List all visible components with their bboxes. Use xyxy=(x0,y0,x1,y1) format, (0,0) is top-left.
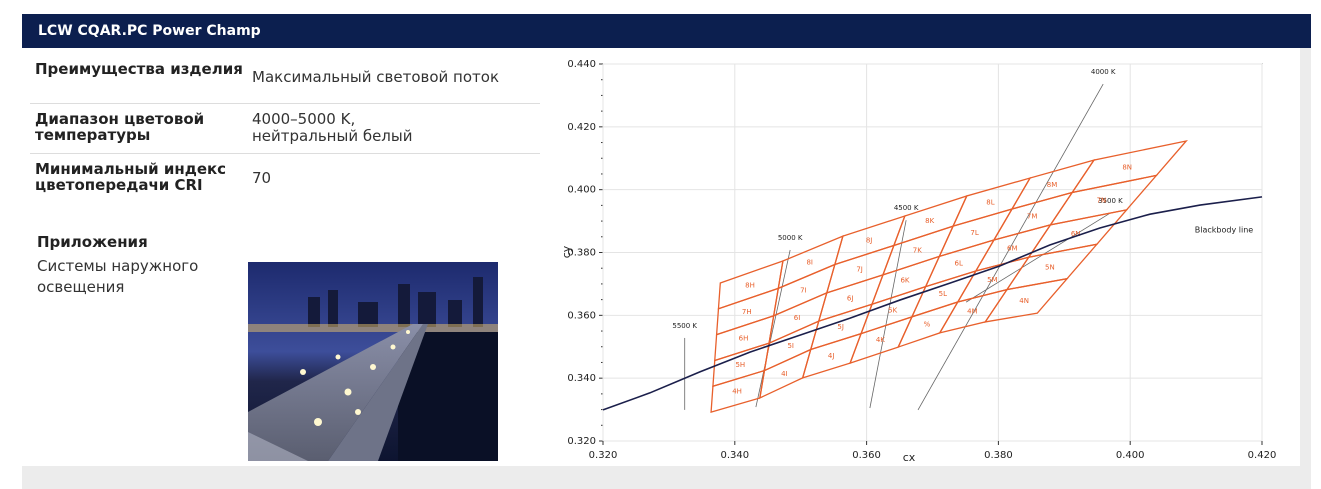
bin-label: 5H xyxy=(735,361,745,369)
bin-label: 8H xyxy=(745,281,755,289)
header-title: LCW CQAR.PC Power Champ xyxy=(38,23,261,39)
x-tick-label: 0.420 xyxy=(1248,450,1277,461)
isotherm-line xyxy=(965,212,1111,303)
spec-label: Преимущества изделия xyxy=(35,60,243,78)
x-tick-label: 0.340 xyxy=(720,450,749,461)
spec-label: Диапазон цветовой температуры xyxy=(35,110,205,144)
bin-label: 7N xyxy=(1097,197,1107,205)
x-tick-label: 0.400 xyxy=(1116,450,1145,461)
bin-label: 4N xyxy=(1019,297,1029,305)
x-tick-label: 0.380 xyxy=(984,450,1013,461)
y-tick-label: 0.340 xyxy=(567,373,596,384)
blackbody-label: Blackbody line xyxy=(1195,226,1253,235)
bin-label: 8M xyxy=(1047,181,1058,189)
x-tick-label: 0.320 xyxy=(589,450,618,461)
bin-label: 6H xyxy=(739,335,749,343)
y-tick-label: 0.320 xyxy=(567,436,596,447)
bin-label: 4M xyxy=(967,308,978,316)
bin-label: 7I xyxy=(800,286,807,294)
bin-label: 5J xyxy=(837,323,844,331)
bin-label: 5M xyxy=(987,276,998,284)
y-tick-label: 0.400 xyxy=(567,185,596,196)
isotherm-label: 4500 K xyxy=(894,204,919,212)
isotherm-line xyxy=(869,220,907,409)
applications-text: Системы наружного освещения xyxy=(37,257,199,296)
separator xyxy=(30,103,540,104)
y-tick-label: 0.360 xyxy=(567,310,596,321)
header-bar: LCW CQAR.PC Power Champ xyxy=(22,14,1311,48)
spec-value: Максимальный световой поток xyxy=(252,68,500,86)
x-tick-label: 0.360 xyxy=(852,450,881,461)
bin-label: 5K xyxy=(888,306,897,314)
bin-label: 5N xyxy=(1045,263,1055,271)
bin-label: 6K xyxy=(900,277,909,285)
bin-label: 7H xyxy=(742,308,752,316)
bin-label: 8K xyxy=(925,217,934,225)
bin-label: 8L xyxy=(986,198,994,206)
bin-label: 4J xyxy=(828,352,835,360)
bin-label: 7L xyxy=(970,229,978,237)
bin-label: 6L xyxy=(955,259,963,267)
side-strip xyxy=(1300,48,1311,466)
bin-label: 6M xyxy=(1007,244,1018,252)
isotherm-line xyxy=(755,249,791,408)
bin-label: 8N xyxy=(1122,163,1132,171)
photo xyxy=(248,262,498,461)
isotherm-line xyxy=(917,83,1104,411)
bin-label: 6J xyxy=(847,294,854,302)
y-tick-label: 0.420 xyxy=(567,122,596,133)
bin-label: 4I xyxy=(781,370,788,378)
bin-cell xyxy=(1070,139,1188,194)
spec-value: 70 xyxy=(252,169,272,187)
blackbody-line xyxy=(602,196,1263,411)
bin-label: 7M xyxy=(1027,213,1038,221)
bin-label: 8I xyxy=(806,259,813,267)
y-tick-label: 0.380 xyxy=(567,248,596,259)
bin-label: 4K xyxy=(876,336,885,344)
y-axis-label: cy xyxy=(560,245,573,258)
bin-label: 6N xyxy=(1071,230,1081,238)
bin-label: 5L xyxy=(939,290,947,298)
y-tick-label: 0.440 xyxy=(567,59,596,70)
applications-title: Приложения xyxy=(37,233,148,251)
spec-value: 4000–5000 K, нейтральный белый xyxy=(252,110,413,145)
bin-label: 4H xyxy=(732,388,742,396)
bin-label: 6I xyxy=(794,314,801,322)
footer-strip xyxy=(22,466,1311,489)
isotherm-label: 5000 K xyxy=(778,234,803,242)
bin-label: 8J xyxy=(866,237,873,245)
bin-label: 5I xyxy=(787,342,794,350)
bin-label: 7J xyxy=(856,265,863,273)
isotherm-label: 5500 K xyxy=(672,322,697,330)
separator xyxy=(30,153,540,154)
isotherm-label: 4000 K xyxy=(1091,68,1116,76)
spec-label: Минимальный индекс цветопередачи CRI xyxy=(35,160,227,194)
bin-label: 7K xyxy=(913,247,922,255)
bin-label: % xyxy=(924,321,931,329)
chart: cx cy 0.320 0.340 0.360 0.380 0.400 0.420 0.44… xyxy=(560,59,1277,464)
isotherm-label: 3500 K xyxy=(1098,197,1123,205)
x-axis-label: cx xyxy=(903,451,916,464)
